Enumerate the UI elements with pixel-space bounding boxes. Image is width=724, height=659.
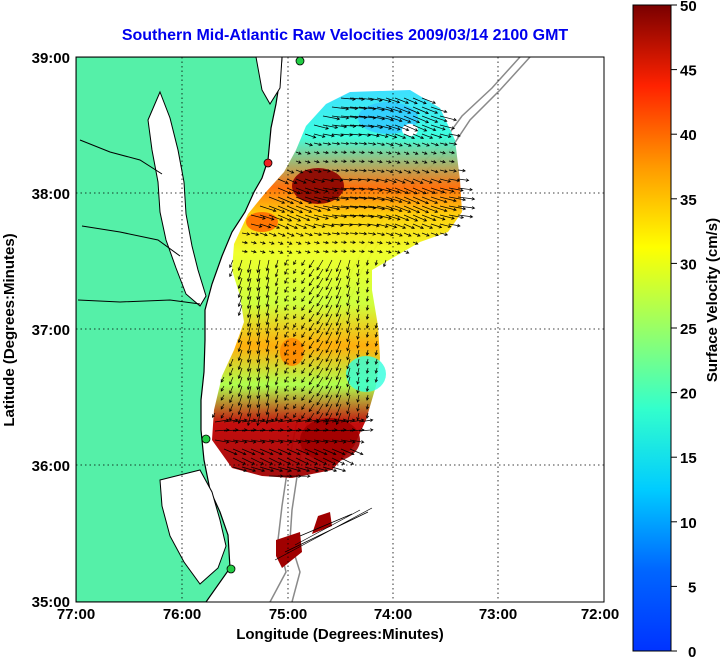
colorbar-tick-label: 10 [680, 515, 697, 532]
velocity-field-south [276, 512, 332, 568]
station-marker [263, 158, 273, 168]
x-tick-label: 75:00 [269, 606, 307, 623]
y-tick-label: 36:00 [32, 458, 70, 475]
y-tick-label: 38:00 [32, 186, 70, 203]
colorbar-tick-label: 50 [680, 0, 697, 15]
colorbar-scale [632, 4, 672, 652]
y-tick-label: 39:00 [32, 50, 70, 67]
x-tick-label: 77:00 [57, 606, 95, 623]
colorbar: 50 45 40 35 30 25 20 15 10 5 0 Surface V… [632, 0, 721, 659]
x-tick-label: 72:00 [581, 606, 619, 623]
colorbar-tick-label: 20 [680, 386, 697, 403]
colorbar-tick-label: 15 [680, 450, 697, 467]
velocity-field [212, 90, 462, 478]
colorbar-tick-label: 0 [688, 644, 696, 659]
station-marker [226, 564, 236, 574]
x-tick-label: 76:00 [163, 606, 201, 623]
velocity-arrow-set [212, 97, 476, 561]
colorbar-tick-label: 30 [680, 256, 697, 273]
y-tick-label: 37:00 [32, 322, 70, 339]
plot-frame [75, 56, 605, 603]
plot-grid [76, 57, 604, 602]
y-tick-label: 35:00 [32, 594, 70, 611]
colorbar-tick-label: 35 [680, 192, 697, 209]
x-tick-label: 73:00 [479, 606, 517, 623]
station-marker [295, 57, 305, 66]
colorbar-tick-label: 40 [680, 127, 697, 144]
y-axis: 39:00 38:00 37:00 36:00 35:00 Latitude (… [1, 50, 70, 611]
x-axis-label: Longitude (Degrees:Minutes) [236, 626, 444, 643]
potomac-river [77, 139, 201, 305]
colorbar-label: Surface Velocity (cm/s) [704, 218, 721, 382]
station-marker [201, 434, 211, 444]
colorbar-tick-label: 25 [680, 321, 697, 338]
y-axis-label: Latitude (Degrees:Minutes) [1, 233, 18, 426]
colorbar-tick-label: 5 [688, 579, 696, 596]
chesapeake-bay [147, 90, 207, 307]
delaware-bay [255, 57, 283, 105]
velocity-vectors [212, 97, 476, 561]
colorbar-tick-label: 45 [680, 63, 697, 80]
pamlico-sound [159, 469, 227, 585]
x-axis: 77:00 76:00 75:00 74:00 73:00 72:00 Long… [57, 606, 619, 643]
x-tick-label: 74:00 [374, 606, 412, 623]
chart-title: Southern Mid-Atlantic Raw Velocities 200… [122, 27, 569, 44]
